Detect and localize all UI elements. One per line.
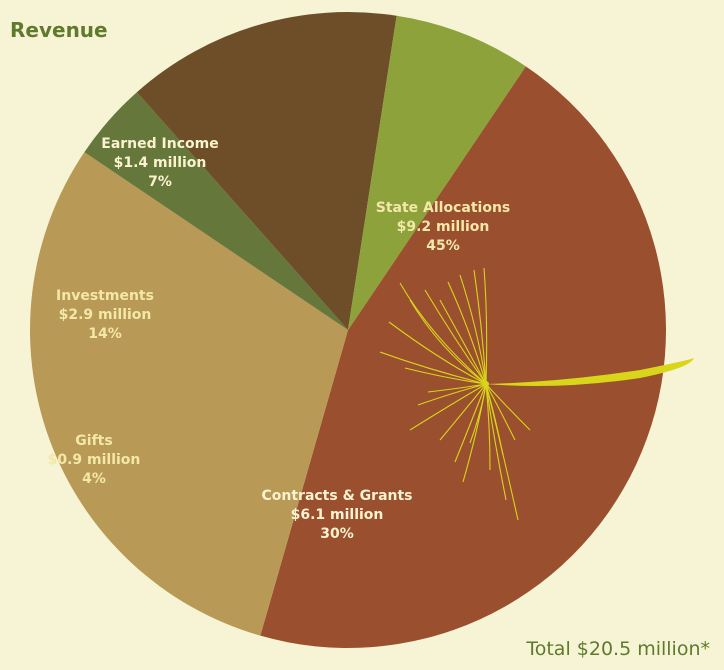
seed-filament (454, 383, 487, 463)
seed-filament (469, 383, 487, 444)
pie-slices (29, 12, 666, 648)
slice-label: Investments $2.9 million 14% (56, 288, 154, 342)
seed-filament (459, 274, 487, 385)
pie-slice-contracts-grants (29, 152, 349, 636)
slice-label: Contracts & Grants $6.1 million 30% (261, 488, 412, 542)
chart-title: Revenue (10, 18, 108, 42)
seed-filament (473, 269, 487, 385)
seed-filament (427, 383, 487, 393)
seed-filament (485, 383, 507, 501)
seed-filament (399, 282, 487, 385)
seed-filament (379, 351, 487, 385)
pie-slice-gifts (84, 92, 348, 330)
seed-filament (483, 267, 488, 385)
pie-slice-investments (136, 12, 397, 331)
seed-filament (409, 383, 487, 431)
dandelion-seed-decoration (379, 267, 694, 521)
seed-filament (424, 289, 487, 385)
seed-filament (409, 299, 487, 385)
total-label: Total $20.5 million* (526, 638, 710, 660)
seed-filament (439, 299, 487, 385)
seed-filament (447, 281, 487, 385)
seed-head (483, 381, 489, 387)
pie-slice-earned-income (348, 15, 526, 330)
slice-label: Gifts $0.9 million 4% (48, 433, 141, 487)
seed-filament (404, 367, 487, 385)
seed-filament (485, 383, 519, 521)
slice-labels: State Allocations $9.2 million 45% Contract… (48, 136, 511, 542)
seed-filament (388, 321, 487, 385)
seed-filament (439, 383, 487, 441)
seed-filament (417, 383, 487, 406)
seed-filament (485, 383, 531, 431)
pie-slice-state-allocations (260, 66, 666, 648)
slice-label: Earned Income $1.4 million 7% (101, 136, 218, 190)
slice-label: State Allocations $9.2 million 45% (376, 200, 511, 254)
seed-stalk (486, 358, 694, 386)
seed-filament (485, 383, 516, 441)
